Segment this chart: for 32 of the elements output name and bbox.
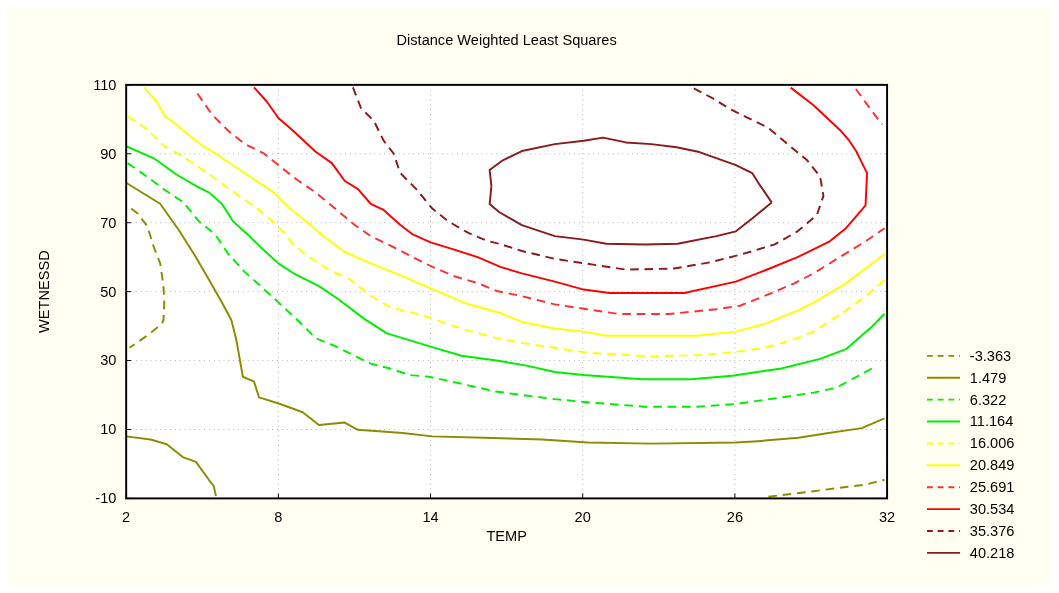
line-series	[126, 115, 886, 358]
y-axis-title: WETNESSD	[36, 250, 53, 333]
legend-label: 11.164	[969, 413, 1014, 430]
line-series	[253, 86, 869, 294]
line-series	[142, 86, 886, 337]
x-tick-label: 8	[274, 508, 283, 525]
legend-label: 20.849	[969, 457, 1015, 474]
chart-title: Distance Weighted Least Squares	[396, 31, 617, 48]
legend-label: 1.479	[969, 369, 1007, 386]
line-series	[126, 162, 873, 408]
y-tick-label: 70	[100, 214, 117, 231]
legend-label: 30.534	[969, 500, 1015, 517]
legend-label: 40.218	[969, 544, 1015, 561]
legend-label: 6.322	[969, 391, 1007, 408]
y-tick-label: 10	[100, 421, 117, 438]
y-tick-label: -10	[95, 490, 117, 507]
y-tick-label: 110	[93, 76, 117, 93]
line-series	[351, 86, 825, 271]
x-tick-label: 26	[726, 508, 744, 525]
legend-label: 16.006	[969, 435, 1015, 452]
legend-label: 35.376	[969, 522, 1015, 539]
y-tick-label: 50	[100, 283, 117, 300]
x-tick-label: 14	[422, 508, 439, 525]
legend-label: 25.691	[969, 479, 1015, 496]
legend-label: -3.363	[969, 347, 1012, 364]
y-tick-label: 30	[100, 352, 117, 369]
x-tick-label: 2	[122, 508, 131, 525]
x-axis-title: TEMP	[486, 528, 527, 545]
x-tick-label: 32	[878, 508, 896, 525]
y-tick-label: 90	[100, 145, 117, 162]
line-series	[126, 145, 886, 381]
x-tick-label: 20	[574, 508, 591, 525]
